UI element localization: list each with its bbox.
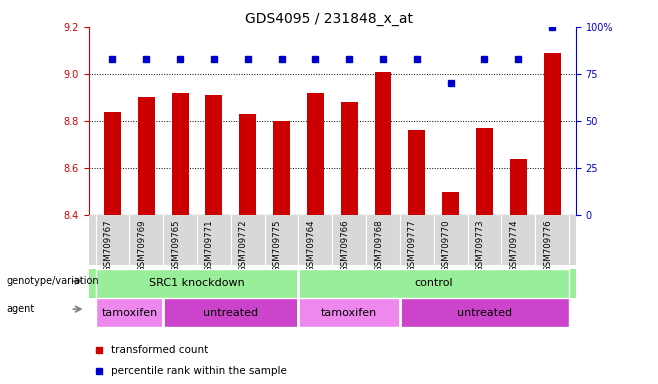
Bar xyxy=(273,121,290,215)
Text: transformed count: transformed count xyxy=(111,345,208,355)
Bar xyxy=(442,192,459,215)
Text: SRC1 knockdown: SRC1 knockdown xyxy=(149,278,245,288)
Text: GSM709769: GSM709769 xyxy=(138,219,146,271)
Text: genotype/variation: genotype/variation xyxy=(7,276,99,286)
Text: GSM709770: GSM709770 xyxy=(442,219,451,271)
Bar xyxy=(476,128,493,215)
Bar xyxy=(341,102,358,215)
Text: GSM709766: GSM709766 xyxy=(340,219,349,271)
Bar xyxy=(307,93,324,215)
Text: tamoxifen: tamoxifen xyxy=(101,308,157,318)
Text: GSM709773: GSM709773 xyxy=(476,219,484,271)
Bar xyxy=(95,269,299,298)
Text: GSM709777: GSM709777 xyxy=(408,219,417,271)
Text: GSM709765: GSM709765 xyxy=(171,219,180,271)
Bar xyxy=(409,131,425,215)
Text: GSM709768: GSM709768 xyxy=(374,219,383,271)
Bar xyxy=(299,298,400,327)
Text: GSM709774: GSM709774 xyxy=(509,219,519,271)
Bar xyxy=(138,98,155,215)
Text: control: control xyxy=(415,278,453,288)
Bar xyxy=(374,71,392,215)
Bar xyxy=(163,298,299,327)
Text: tamoxifen: tamoxifen xyxy=(321,308,377,318)
Text: GSM709771: GSM709771 xyxy=(205,219,214,271)
Text: GSM709776: GSM709776 xyxy=(543,219,552,271)
Text: GSM709767: GSM709767 xyxy=(103,219,113,271)
Text: untreated: untreated xyxy=(203,308,259,318)
Bar xyxy=(95,298,163,327)
Text: agent: agent xyxy=(7,304,35,314)
Text: untreated: untreated xyxy=(457,308,512,318)
Bar xyxy=(400,298,569,327)
Bar xyxy=(172,93,189,215)
Text: GSM709764: GSM709764 xyxy=(307,219,315,271)
Text: GDS4095 / 231848_x_at: GDS4095 / 231848_x_at xyxy=(245,12,413,25)
Bar xyxy=(510,159,526,215)
Bar xyxy=(544,53,561,215)
Bar xyxy=(205,95,222,215)
Text: percentile rank within the sample: percentile rank within the sample xyxy=(111,366,287,376)
Bar xyxy=(104,112,121,215)
Text: GSM709772: GSM709772 xyxy=(239,219,248,271)
Text: GSM709775: GSM709775 xyxy=(272,219,282,271)
Bar xyxy=(240,114,256,215)
Bar xyxy=(299,269,569,298)
